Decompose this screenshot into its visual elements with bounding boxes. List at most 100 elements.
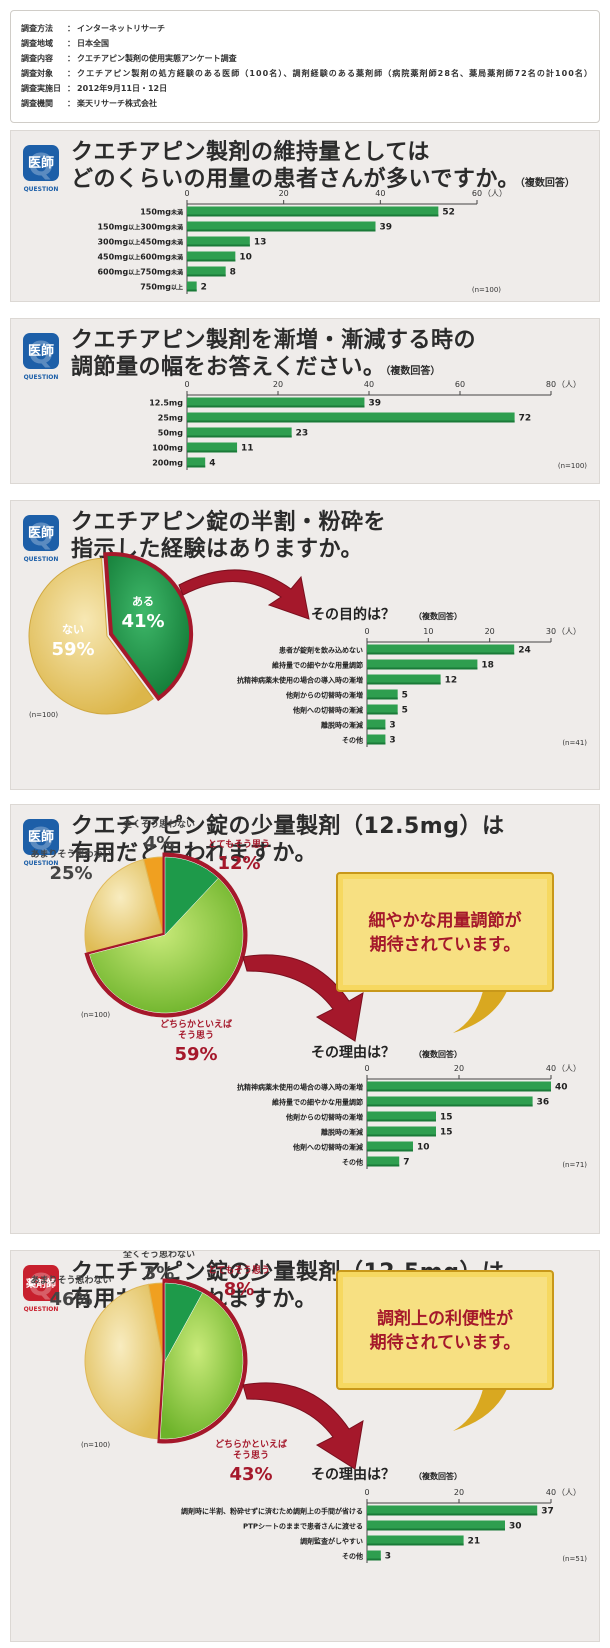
bar-shade <box>187 229 376 232</box>
callout-text: 期待されています。 <box>370 1332 521 1353</box>
sub-chart-note: （複数回答） <box>414 611 462 621</box>
bar <box>367 1141 413 1152</box>
bar <box>367 1111 436 1122</box>
badge-bg <box>23 333 59 369</box>
question-title-line1: クエチアピン製剤を漸増・漸減する時の <box>71 328 477 353</box>
bar-shade <box>367 1134 436 1137</box>
badge-question-text: QUESTION <box>24 1306 59 1313</box>
pie-value: 3% <box>144 1263 175 1284</box>
bar-shade <box>187 450 238 453</box>
data-label: 39 <box>368 399 381 409</box>
data-label: 40 <box>555 1083 568 1093</box>
pie-value: 4% <box>144 833 175 854</box>
category-label: その他 <box>342 1158 363 1167</box>
doctor-question-badge-icon: Q医師 QUESTION <box>23 145 59 193</box>
bar-shade <box>187 465 206 468</box>
data-label: 23 <box>296 429 309 439</box>
bar-shade <box>367 742 386 745</box>
pie-slice <box>84 1283 164 1440</box>
category-label: 150mg未満 <box>140 208 183 217</box>
category-label: 他剤への切替時の漸減 <box>292 1143 363 1152</box>
curved-arrow <box>178 569 310 620</box>
dose-maintenance-bar-chart: 0 20 40 60 （人） 52 150mg未満 39 150mg以上300mg未満 13 300… <box>97 189 507 294</box>
survey-info: 調査方法：インターネットリサーチ調査地域：日本全国調査内容：クエチアピン製剤の使… <box>21 23 592 108</box>
sample-size: (n=100) <box>81 1441 110 1449</box>
data-label: 5 <box>402 706 408 716</box>
badge-q-letter: Q <box>28 822 54 857</box>
survey-colon: ： <box>67 69 75 78</box>
bar <box>367 659 478 670</box>
pie-label: 全くそう思わない <box>122 818 195 830</box>
bar-shade <box>187 420 515 423</box>
bar <box>367 704 398 715</box>
pie-label: あまりそう思わない <box>30 849 111 860</box>
sub-chart-title: その目的は？ <box>311 606 395 623</box>
data-label: 3 <box>389 736 395 746</box>
bar <box>367 1535 464 1546</box>
data-label: 13 <box>254 238 267 248</box>
sample-size: (n=100) <box>29 711 58 719</box>
pie-slice <box>89 877 244 1014</box>
bar-shade <box>367 682 441 685</box>
survey-colon: ： <box>67 84 75 93</box>
bar-shade <box>187 289 197 292</box>
split-crush-experience-chart: ある 41% ない 59% (n=100) その目的は？ （複数回答） 0 10 20 30 （人） 2… <box>28 552 587 747</box>
question-panel-q4: Q 医師 QUESTION クエチアピン錠の少量製剤（12.5mg）は 有用だと思わ… <box>10 804 600 1234</box>
tick-label: 30 <box>546 627 556 636</box>
tick-label: 0 <box>184 189 189 198</box>
pie-label: とてもそう思う <box>208 1265 270 1276</box>
bar <box>187 266 226 277</box>
badge-bg <box>23 515 59 551</box>
bar <box>367 674 441 685</box>
category-label: 他剤への切替時の漸減 <box>292 706 363 715</box>
survey-label: 調査内容 <box>21 53 53 63</box>
pie-label: どちらかといえば <box>215 1438 287 1450</box>
callout-tail <box>453 1389 507 1431</box>
sample-size: (n=41) <box>562 739 587 747</box>
bar <box>187 442 238 453</box>
bar-shade <box>367 1513 538 1516</box>
bar-shade <box>187 405 365 408</box>
data-label: 36 <box>537 1098 550 1108</box>
tick-label: 0 <box>184 380 189 389</box>
curved-arrow <box>242 954 364 1042</box>
badge-label: 薬剤師 <box>25 1277 56 1290</box>
question-title-line2-text: どのくらいの用量の患者さんが多いですか。 <box>71 167 520 192</box>
bar-shade <box>187 274 226 277</box>
data-label: 39 <box>380 223 393 233</box>
pie-slice-yes <box>103 552 193 702</box>
tick-label: 20 <box>273 380 283 389</box>
bar-shade <box>367 1543 464 1546</box>
bar <box>187 457 206 468</box>
pie-value: 46% <box>49 1289 92 1310</box>
bar-shade <box>367 1104 533 1107</box>
tick-label: 20 <box>279 189 289 198</box>
category-label: 調剤時に半割、粉砕せずに済むため調剤上の手間が省ける <box>181 1507 363 1516</box>
tick-label: 0 <box>364 1064 369 1073</box>
bar-shade <box>367 1119 436 1122</box>
pie-slice <box>164 856 219 936</box>
bar-shade <box>187 259 236 262</box>
category-label: 750mg以上 <box>140 283 183 292</box>
bar-shade <box>367 652 515 655</box>
bar-shade <box>367 1164 400 1167</box>
tick-label: 0 <box>364 627 369 636</box>
bar <box>367 1156 400 1167</box>
pie-value: 59% <box>174 1044 217 1065</box>
pie-label: ある <box>132 595 154 608</box>
pie-slice <box>159 1292 244 1440</box>
question-title-line1: クエチアピン錠の少量製剤（12.5mg）は <box>71 814 505 839</box>
pie-label: そう思う <box>178 1030 214 1041</box>
data-label: 72 <box>519 414 532 424</box>
bar-shade <box>367 1149 413 1152</box>
bar <box>187 251 236 262</box>
survey-value: クエチアピン製剤の使用実態アンケート調査 <box>77 53 238 63</box>
data-label: 37 <box>541 1507 554 1517</box>
badge-label: 医師 <box>28 343 54 359</box>
category-label: 離脱時の漸減 <box>321 1128 363 1137</box>
sample-size: (n=100) <box>81 1011 110 1019</box>
badge-bg <box>23 1265 59 1301</box>
category-label: 患者が錠剤を飲み込めない <box>279 646 363 655</box>
